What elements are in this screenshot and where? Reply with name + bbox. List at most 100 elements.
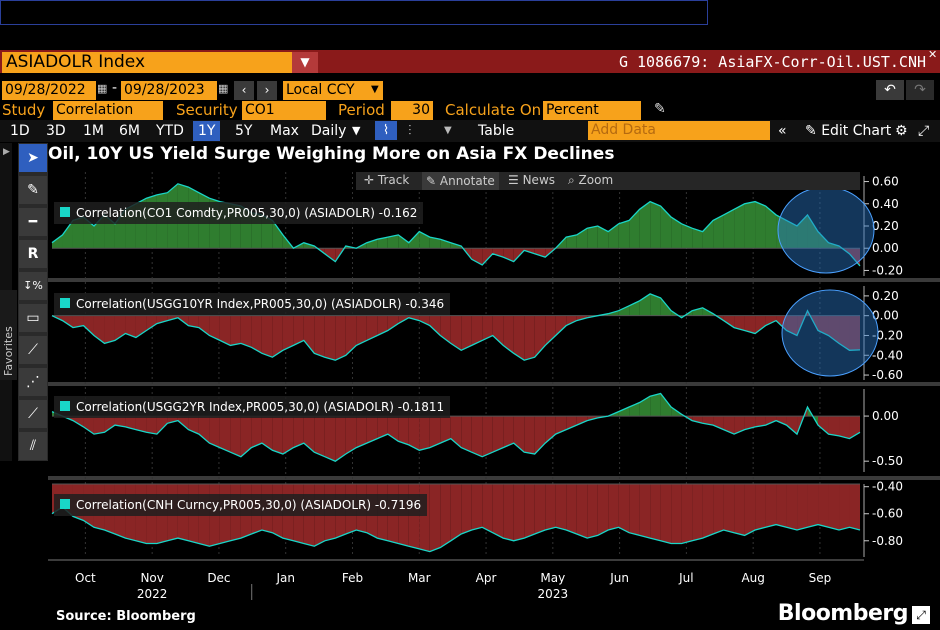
range-1d[interactable]: 1D [10, 123, 30, 139]
redo-icon[interactable]: ↷ [906, 80, 934, 100]
area-fill-segment [807, 484, 819, 528]
legend-panel-2[interactable]: Correlation(USGG10YR Index,PR005,30,0) (… [54, 293, 451, 315]
chart-canvas[interactable]: 0.60 0.40 0.20 0.00 -0.20 0.20 0.00 -0.20 -0.40 -… [48, 172, 940, 604]
area-fill-segment [461, 416, 472, 453]
rectangle-icon[interactable]: ▭ [19, 304, 47, 332]
area-fill-segment [72, 315, 84, 328]
trendline-icon[interactable]: ⟋ [19, 336, 47, 364]
calculate-on-select[interactable]: Percent [543, 101, 641, 120]
start-date-field[interactable]: 09/28/2022 [2, 81, 96, 100]
area-fill-segment [629, 300, 640, 316]
next-period-button[interactable]: › [257, 81, 277, 100]
area-fill-segment [608, 484, 619, 530]
area-fill-segment [534, 248, 546, 258]
area-fill-segment [125, 416, 136, 430]
cursor-icon[interactable]: ➤ [19, 144, 47, 172]
range-ytd[interactable]: YTD [156, 123, 184, 139]
range-max[interactable]: Max [270, 123, 299, 139]
area-fill-segment [765, 484, 777, 528]
chevron-down-icon[interactable]: ▼ [352, 124, 361, 137]
line-chart-icon[interactable]: ⌇ [375, 121, 397, 140]
legend-text: Correlation(USGG10YR Index,PR005,30,0) (… [76, 297, 445, 311]
track-button[interactable]: ✛ Track [364, 173, 409, 187]
ticker-dropdown-icon[interactable]: ▼ [292, 52, 318, 73]
expand-icon[interactable]: ⤢ [918, 123, 930, 139]
period-field[interactable]: 30 [391, 101, 433, 120]
series-line [51, 183, 861, 267]
area-fill-segment [534, 315, 546, 358]
area-fill-segment [849, 315, 860, 351]
area-fill-segment [692, 484, 703, 541]
frequency-select[interactable]: Daily [311, 123, 347, 139]
add-data-input[interactable]: Add Data [588, 121, 770, 140]
range-1y[interactable]: 1Y [193, 121, 221, 141]
area-fill-segment [198, 315, 210, 336]
collapse-icon[interactable]: « [778, 123, 787, 139]
fib-line-icon[interactable]: ⟋ [19, 400, 47, 428]
pencil-icon[interactable]: ✎ [654, 101, 666, 117]
y-tick-label: 0.00 [872, 241, 899, 255]
undo-icon[interactable]: ↶ [876, 80, 904, 100]
end-date-field[interactable]: 09/28/2023 [121, 81, 217, 100]
range-5y[interactable]: 5Y [235, 123, 253, 139]
area-fill-segment [534, 484, 546, 535]
area-fill-segment [545, 484, 556, 530]
legend-panel-4[interactable]: Correlation(CNH Curncy,PR005,30,0) (ASIA… [54, 494, 428, 516]
prev-period-button[interactable]: ‹ [234, 81, 254, 100]
zoom-button[interactable]: ⌕ Zoom [568, 173, 613, 188]
annotate-button[interactable]: ✎ Annotate [422, 172, 499, 190]
area-fill-segment [828, 315, 840, 344]
edit-chart-button[interactable]: ✎ Edit Chart [805, 121, 891, 141]
channel-icon[interactable]: ⋰ [19, 368, 47, 396]
news-button[interactable]: ☰ News [508, 173, 555, 187]
text-tool-icon[interactable]: R [19, 240, 47, 268]
percent-tool-icon[interactable]: ↧% [19, 272, 47, 300]
bar-type-icon[interactable]: ⫶ [408, 123, 412, 139]
settings-icon[interactable]: ⚙ [895, 123, 908, 139]
parallel-lines-icon[interactable]: ⫽ [19, 432, 47, 460]
study-select[interactable]: Correlation [53, 101, 163, 120]
area-fill-segment [818, 484, 829, 528]
area-fill-segment [671, 217, 682, 249]
calendar-icon[interactable]: ▦ [218, 82, 229, 95]
currency-select[interactable]: Local CCY [283, 81, 383, 100]
favorites-tab[interactable]: Favorites [0, 290, 17, 380]
area-fill-segment [492, 248, 504, 258]
range-1m[interactable]: 1M [83, 123, 104, 139]
expand-icon[interactable]: ⤢ [912, 606, 930, 624]
ticker-field[interactable]: ASIADOLR Index [2, 52, 294, 73]
x-tick-label: Feb [342, 571, 363, 585]
area-fill-segment [713, 214, 724, 249]
close-icon[interactable]: ✕ [928, 48, 938, 61]
security-field[interactable]: CO1 Comdt [242, 101, 326, 137]
range-3d[interactable]: 3D [46, 123, 66, 139]
range-6m[interactable]: 6M [119, 123, 140, 139]
area-fill-segment [828, 484, 840, 530]
chevron-down-icon[interactable]: ▼ [371, 84, 379, 95]
chevron-down-icon[interactable]: ▼ [444, 125, 452, 136]
area-fill-segment [713, 484, 724, 535]
series-line [51, 506, 861, 553]
table-button[interactable]: Table [478, 123, 515, 139]
area-fill-segment [146, 315, 157, 331]
area-fill-segment [335, 416, 346, 462]
caret-right-icon[interactable]: ▶ [3, 147, 10, 157]
function-title: G 1086679: AsiaFX-Corr-Oil.UST.CNH [618, 53, 926, 71]
area-fill-segment [818, 416, 829, 435]
legend-panel-3[interactable]: Correlation(USGG2YR Index,PR005,30,0) (A… [54, 396, 451, 418]
area-fill-segment [587, 226, 598, 249]
draw-icon[interactable]: ✎ [19, 176, 47, 204]
area-fill-segment [555, 484, 567, 530]
area-fill-segment [566, 484, 577, 535]
calendar-icon[interactable]: ▦ [97, 82, 108, 95]
legend-panel-1[interactable]: Correlation(CO1 Comdty,PR005,30,0) (ASIA… [54, 202, 424, 224]
area-fill-segment [387, 234, 399, 249]
area-fill-segment [303, 315, 315, 354]
area-fill-segment [660, 297, 672, 316]
area-fill-segment [209, 315, 220, 341]
area-fill-segment [52, 315, 63, 321]
area-fill-segment [839, 484, 850, 530]
horizontal-line-icon[interactable]: ━ [19, 208, 47, 236]
command-line[interactable] [0, 0, 708, 25]
area-fill-segment [713, 416, 724, 430]
